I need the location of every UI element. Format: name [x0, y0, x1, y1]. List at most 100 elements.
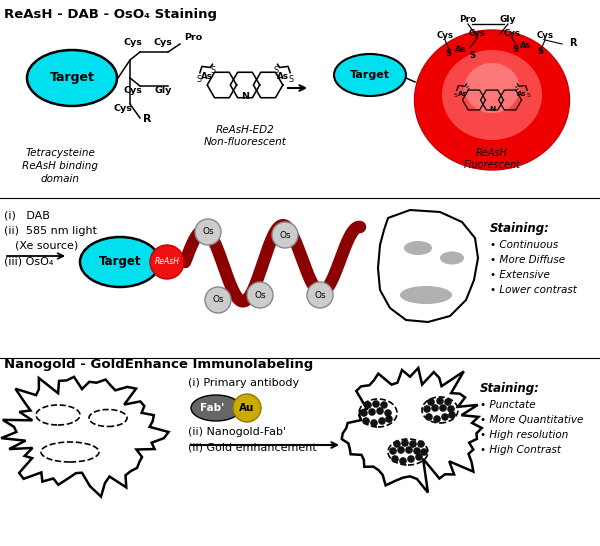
Circle shape	[401, 439, 409, 447]
Circle shape	[195, 219, 221, 245]
Text: ReAsH
Fluorescent: ReAsH Fluorescent	[464, 148, 521, 170]
Text: S: S	[454, 93, 458, 98]
Text: S: S	[512, 45, 518, 54]
Text: Target: Target	[50, 72, 94, 85]
Circle shape	[360, 409, 368, 417]
Ellipse shape	[464, 63, 520, 113]
Text: Cys: Cys	[124, 86, 142, 95]
Text: S: S	[515, 86, 518, 91]
Text: Target: Target	[350, 70, 390, 80]
Text: • Continuous: • Continuous	[490, 240, 558, 250]
Text: Nanogold - GoldEnhance Immunolabeling: Nanogold - GoldEnhance Immunolabeling	[4, 358, 313, 371]
Circle shape	[247, 282, 273, 308]
Circle shape	[385, 415, 393, 423]
Circle shape	[376, 407, 384, 415]
Circle shape	[407, 455, 415, 463]
Text: Os: Os	[254, 290, 266, 300]
Text: • Punctate: • Punctate	[480, 400, 536, 410]
Text: (ii) Gold emhancement: (ii) Gold emhancement	[188, 443, 317, 453]
Text: • More Diffuse: • More Diffuse	[490, 255, 565, 265]
Text: Staining:: Staining:	[480, 382, 540, 395]
Text: S: S	[211, 66, 216, 75]
Text: As: As	[520, 41, 532, 50]
Text: Gly: Gly	[500, 15, 516, 24]
Text: ReAsH - DAB - OsO₄ Staining: ReAsH - DAB - OsO₄ Staining	[4, 8, 217, 21]
Ellipse shape	[442, 50, 542, 140]
Circle shape	[427, 398, 435, 406]
Ellipse shape	[415, 30, 569, 170]
Text: S: S	[196, 74, 202, 84]
Circle shape	[417, 440, 425, 448]
Text: • High resolution: • High resolution	[480, 430, 568, 440]
Polygon shape	[1, 377, 169, 496]
Circle shape	[205, 287, 231, 313]
Polygon shape	[378, 210, 478, 322]
Circle shape	[150, 245, 184, 279]
Text: Pro: Pro	[460, 15, 476, 24]
Text: • More Quantitative: • More Quantitative	[480, 415, 583, 425]
Text: S: S	[537, 47, 543, 56]
Circle shape	[307, 282, 333, 308]
Ellipse shape	[404, 241, 432, 255]
Circle shape	[393, 440, 401, 448]
Text: (ii) Nanogold-Fab': (ii) Nanogold-Fab'	[188, 427, 286, 437]
Circle shape	[384, 409, 392, 417]
Circle shape	[409, 440, 417, 448]
Text: • High Contrast: • High Contrast	[480, 445, 561, 455]
Circle shape	[425, 413, 433, 421]
Circle shape	[420, 448, 428, 456]
Circle shape	[413, 447, 421, 455]
Circle shape	[431, 404, 439, 412]
Text: As: As	[277, 73, 289, 81]
Text: • Lower contrast: • Lower contrast	[490, 285, 577, 295]
Circle shape	[368, 408, 376, 416]
Text: Cys: Cys	[437, 31, 454, 40]
Circle shape	[272, 222, 298, 248]
Text: R: R	[143, 114, 151, 124]
Circle shape	[370, 419, 378, 427]
Circle shape	[436, 397, 444, 405]
Text: Cys: Cys	[124, 38, 142, 47]
Text: Os: Os	[202, 228, 214, 236]
Text: Gly: Gly	[154, 86, 172, 95]
Text: Cys: Cys	[469, 29, 485, 38]
Text: S: S	[289, 74, 294, 84]
Circle shape	[389, 447, 397, 455]
Text: As: As	[517, 91, 526, 97]
Ellipse shape	[80, 237, 160, 287]
Circle shape	[233, 394, 261, 422]
Ellipse shape	[440, 252, 464, 264]
Text: As: As	[458, 91, 467, 97]
Text: Os: Os	[212, 295, 224, 305]
Ellipse shape	[191, 395, 241, 421]
Text: (ii)  585 nm light: (ii) 585 nm light	[4, 226, 97, 236]
Circle shape	[391, 455, 399, 463]
Text: R: R	[569, 38, 577, 48]
Text: (i) Primary antibody: (i) Primary antibody	[188, 378, 299, 388]
Text: S: S	[466, 86, 469, 91]
Text: (Xe source): (Xe source)	[15, 240, 78, 250]
Text: S: S	[469, 51, 475, 60]
Text: ReAsH-ED2
Non-fluorescent: ReAsH-ED2 Non-fluorescent	[203, 125, 286, 147]
Circle shape	[441, 413, 449, 421]
Ellipse shape	[27, 50, 117, 106]
Text: S: S	[274, 66, 279, 75]
Circle shape	[380, 401, 388, 409]
Text: Os: Os	[279, 230, 291, 240]
Text: Cys: Cys	[503, 29, 521, 38]
Circle shape	[448, 411, 456, 419]
Circle shape	[444, 398, 452, 406]
Ellipse shape	[400, 286, 452, 304]
Text: (iii) OsO₄: (iii) OsO₄	[4, 256, 53, 266]
Text: Au: Au	[239, 403, 254, 413]
Circle shape	[362, 417, 370, 425]
Text: S: S	[526, 93, 530, 98]
Text: Os: Os	[314, 290, 326, 300]
Text: ReAsH: ReAsH	[155, 258, 179, 266]
Text: • Extensive: • Extensive	[490, 270, 550, 280]
Circle shape	[364, 401, 372, 409]
Text: Target: Target	[99, 256, 141, 269]
Circle shape	[423, 405, 431, 413]
Circle shape	[378, 417, 386, 425]
Text: Cys: Cys	[536, 31, 554, 40]
